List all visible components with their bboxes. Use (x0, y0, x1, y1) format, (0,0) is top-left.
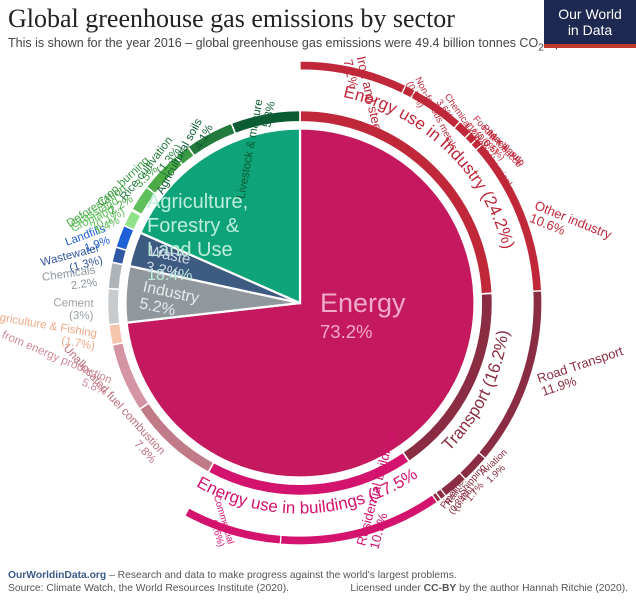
svg-text:Road Transport11.9%: Road Transport11.9% (535, 343, 629, 399)
svg-text:Energy: Energy (320, 288, 406, 318)
svg-text:Forestry &: Forestry & (147, 215, 240, 237)
svg-text:73.2%: 73.2% (320, 321, 372, 342)
svg-text:Other industry10.6%: Other industry10.6% (527, 198, 614, 255)
svg-text:Cement(3%): Cement(3%) (53, 297, 95, 322)
